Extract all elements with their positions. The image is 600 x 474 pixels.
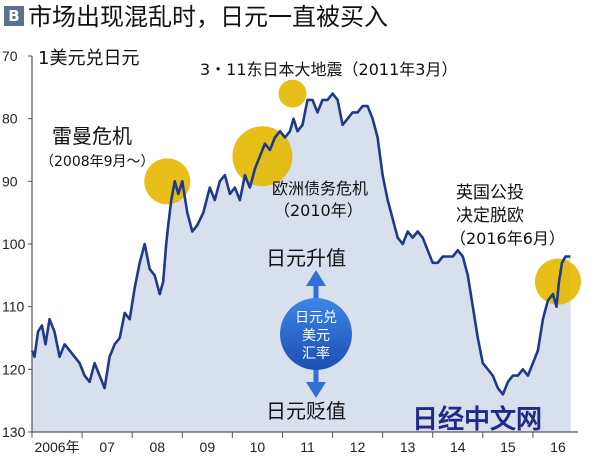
annotations: 1美元兑日元 3・11东日本大地震（2011年3月） 雷曼危机 （2008年9月～） 欧… (38, 48, 565, 435)
plot-area: 70 80 90 100 110 120 130 2006年 07 08 09 10 11 12 13 14 1… (2, 48, 581, 455)
section-badge: B (4, 6, 24, 26)
annotation-lehman: 雷曼危机 (52, 124, 132, 148)
annotation-euro-year: （2010年） (274, 201, 363, 220)
chart-title: 市场出现混乱时，日元一直被买入 (28, 3, 388, 31)
series-area (32, 93, 571, 432)
x-tick-label-2010: 10 (250, 439, 266, 455)
y-tick-label-100: 100 (2, 236, 26, 252)
y-tick-label-130: 130 (2, 424, 26, 440)
annotation-euro-crisis: 欧洲债务危机 (272, 179, 368, 198)
title-bar: B 市场出现混乱时，日元一直被买入 (0, 0, 600, 34)
x-tick-label-2009: 09 (200, 439, 216, 455)
x-tick-label-2007: 07 (99, 439, 115, 455)
x-tick-label-2012: 12 (350, 439, 366, 455)
x-tick-label-2006: 2006年 (34, 439, 79, 455)
arrow-down-head (306, 382, 326, 398)
watermark-logo: 日经中文网 (412, 404, 542, 435)
rate-legend-line-3: 汇率 (302, 345, 330, 362)
y-tick-label-70: 70 (2, 48, 18, 64)
highlight-circle-2 (232, 126, 293, 187)
x-tick-label-2016: 16 (550, 439, 566, 455)
x-tick-label-2013: 13 (400, 439, 416, 455)
annotation-brexit-3: （2016年6月） (450, 229, 565, 248)
y-tick-label-80: 80 (2, 111, 18, 127)
rate-legend-line-2: 美元 (302, 328, 330, 344)
y-axis-label: 1美元兑日元 (38, 48, 139, 69)
arrow-up-head (306, 270, 326, 286)
annotation-brexit-1: 英国公投 (456, 183, 524, 203)
series-line (30, 92, 571, 396)
x-tick-label-2008: 08 (149, 439, 165, 455)
y-tick-label-120: 120 (2, 361, 26, 377)
highlight-circle-3 (278, 79, 307, 108)
x-tick-label-2015: 15 (500, 439, 516, 455)
annotation-brexit-2: 决定脱欧 (456, 206, 524, 226)
rate-legend-line-1: 日元兑 (295, 310, 337, 326)
annotation-lehman-date: （2008年9月～） (40, 154, 155, 170)
x-tick-label-2011: 11 (300, 439, 315, 455)
label-yen-up: 日元升值 (266, 246, 346, 270)
label-yen-down: 日元贬值 (266, 399, 346, 423)
y-tick-label-110: 110 (2, 299, 25, 315)
y-tick-label-90: 90 (2, 173, 18, 189)
rate-legend-circle (280, 298, 352, 370)
annotation-quake: 3・11东日本大地震（2011年3月） (200, 60, 457, 79)
x-tick-label-2014: 14 (450, 439, 466, 455)
